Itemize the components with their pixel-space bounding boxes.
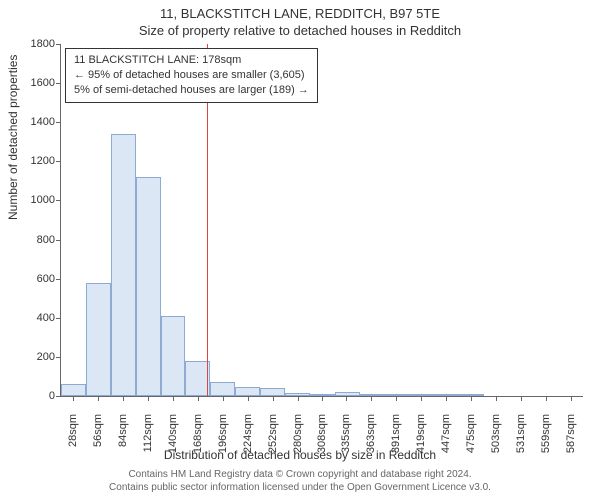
ytick-label: 1000 [21,194,55,206]
ytick-mark [56,318,61,319]
chart-container: 11, BLACKSTITCH LANE, REDDITCH, B97 5TE … [0,0,600,500]
xtick-mark [421,396,422,401]
footer-attribution: Contains HM Land Registry data © Crown c… [0,468,600,494]
xtick-mark [198,396,199,401]
chart-plot-area: 02004006008001000120014001600180028sqm56… [60,44,583,397]
histogram-bar [136,177,161,396]
title-address: 11, BLACKSTITCH LANE, REDDITCH, B97 5TE [0,0,600,21]
histogram-bar [161,316,186,396]
xtick-mark [123,396,124,401]
xtick-mark [248,396,249,401]
ytick-mark [56,161,61,162]
histogram-bar [459,394,484,396]
xtick-mark [371,396,372,401]
xtick-mark [471,396,472,401]
histogram-bar [86,283,111,396]
ytick-label: 600 [21,273,55,285]
title-subtitle: Size of property relative to detached ho… [0,21,600,38]
legend-line-2: ← 95% of detached houses are smaller (3,… [74,68,309,83]
histogram-bar [310,394,335,396]
ytick-label: 200 [21,351,55,363]
footer-line-1: Contains HM Land Registry data © Crown c… [0,468,600,481]
xtick-mark [322,396,323,401]
ytick-label: 1200 [21,155,55,167]
xtick-mark [446,396,447,401]
xtick-mark [546,396,547,401]
x-axis-label: Distribution of detached houses by size … [0,448,600,462]
xtick-mark [273,396,274,401]
legend-box: 11 BLACKSTITCH LANE: 178sqm ← 95% of det… [65,48,318,103]
legend-line-3: 5% of semi-detached houses are larger (1… [74,83,309,98]
ytick-label: 400 [21,312,55,324]
ytick-mark [56,396,61,397]
histogram-bar [434,394,459,396]
xtick-mark [571,396,572,401]
ytick-label: 0 [21,390,55,402]
histogram-bar [360,394,385,396]
xtick-mark [148,396,149,401]
ytick-label: 1800 [21,38,55,50]
ytick-mark [56,122,61,123]
xtick-mark [298,396,299,401]
histogram-bar [260,388,285,396]
xtick-mark [396,396,397,401]
legend-line-1: 11 BLACKSTITCH LANE: 178sqm [74,53,309,68]
ytick-mark [56,200,61,201]
ytick-label: 800 [21,234,55,246]
xtick-mark [346,396,347,401]
histogram-bar [111,134,136,396]
xtick-mark [173,396,174,401]
ytick-mark [56,357,61,358]
footer-line-2: Contains public sector information licen… [0,481,600,494]
ytick-label: 1400 [21,116,55,128]
ytick-mark [56,83,61,84]
xtick-mark [521,396,522,401]
histogram-bar [410,394,435,396]
y-axis-label: Number of detached properties [6,55,20,220]
xtick-mark [98,396,99,401]
ytick-label: 1600 [21,77,55,89]
histogram-bar [210,382,235,396]
histogram-bar [61,384,86,396]
ytick-mark [56,279,61,280]
xtick-mark [496,396,497,401]
ytick-mark [56,44,61,45]
xtick-mark [73,396,74,401]
histogram-bar [385,394,410,396]
xtick-mark [223,396,224,401]
histogram-bar [235,387,260,396]
histogram-bar [335,392,360,396]
ytick-mark [56,240,61,241]
histogram-bar [285,393,310,396]
